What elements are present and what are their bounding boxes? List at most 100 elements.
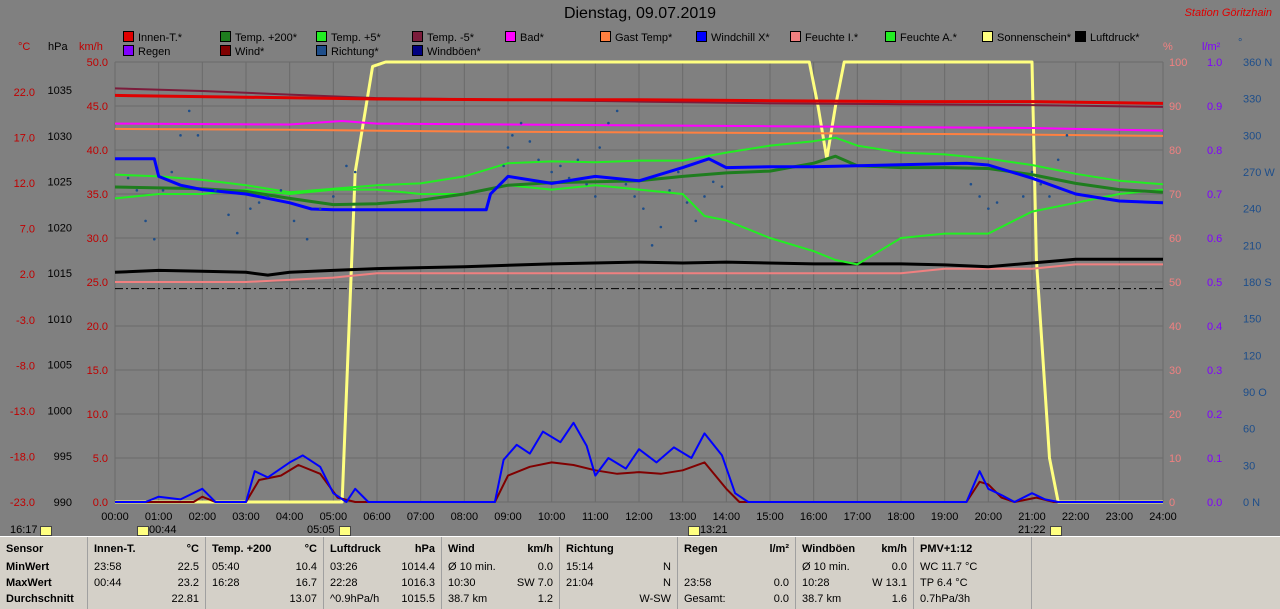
direction-point (214, 189, 217, 192)
temperature-tick: 12.0 (14, 178, 35, 190)
wind-tick: 0.0 (93, 497, 108, 509)
sun-icon (687, 526, 700, 536)
x-tick: 06:00 (363, 511, 391, 523)
legend-item[interactable]: Temp. +200* (220, 31, 297, 44)
sun-event-time: 16:17 (10, 524, 38, 536)
humidity-tick: 70 (1169, 189, 1181, 201)
temperature-tick: 2.0 (20, 269, 35, 281)
direction-tick: 210 (1243, 240, 1261, 252)
sun-icon (1050, 526, 1062, 536)
x-tick: 05:00 (320, 511, 348, 523)
direction-point (144, 219, 147, 223)
station-name: Station Göritzhain (1184, 7, 1272, 19)
legend-label: Windböen* (427, 46, 481, 58)
direction-point (345, 164, 348, 168)
temperature-tick: -18.0 (10, 451, 35, 463)
humidity-tick: 30 (1169, 365, 1181, 377)
direction-tick: 30 (1243, 460, 1255, 472)
legend-item[interactable]: Windchill X* (696, 31, 770, 44)
wind-tick: 45.0 (87, 101, 108, 113)
stats-row: 21:04 N (566, 577, 671, 589)
legend-item[interactable]: Luftdruck* (1075, 31, 1140, 44)
legend-label: Windchill X* (711, 32, 770, 44)
direction-point (576, 158, 580, 162)
x-tick: 21:00 (1018, 511, 1046, 523)
temperature-tick: 22.0 (14, 87, 35, 99)
direction-point (659, 225, 663, 229)
stats-row: 03:26 1014.4 (330, 561, 435, 573)
series-windchill-x (115, 157, 1164, 212)
pressure-tick: 1000 (48, 405, 72, 417)
direction-point (279, 189, 283, 192)
x-tick: 07:00 (407, 511, 435, 523)
rain-tick: 0.2 (1207, 409, 1222, 421)
legend-swatch (220, 45, 231, 56)
stats-row: 00:44 23.2 (94, 577, 199, 589)
stats-row: Durchschnitt (6, 593, 74, 605)
legend-item[interactable]: Regen (123, 45, 170, 58)
legend-item[interactable]: Wind* (220, 45, 264, 58)
series-temp-200 (114, 154, 1164, 207)
stats-header: Luftdruck hPa (330, 543, 435, 555)
rain-tick: 1.0 (1207, 57, 1222, 69)
stats-header: Regen l/m² (684, 543, 789, 555)
legend-label: Wind* (235, 46, 265, 58)
legend-item[interactable]: Gast Temp* (600, 31, 672, 44)
legend-item[interactable]: Sonnenschein* (982, 31, 1071, 44)
direction-tick: 0 N (1243, 497, 1260, 509)
direction-point (978, 195, 981, 198)
legend-item[interactable]: Innen-T.* (123, 31, 182, 44)
series-richtung (126, 109, 1069, 247)
legend-swatch (982, 31, 993, 42)
legend-item[interactable]: Temp. -5* (412, 31, 474, 44)
rain-tick: 0.3 (1207, 365, 1222, 377)
legend-swatch (316, 45, 327, 56)
stats-row: 10:30 SW 7.0 (448, 577, 553, 589)
legend-item[interactable]: Temp. +5* (316, 31, 381, 44)
direction-point (642, 207, 645, 210)
rain-tick: 0.1 (1207, 453, 1222, 465)
x-tick: 24:00 (1149, 511, 1177, 523)
humidity-tick: 100 (1169, 57, 1187, 69)
direction-point (353, 170, 357, 174)
stats-row: TP 6.4 °C (920, 577, 968, 589)
direction-tick: 120 (1243, 350, 1261, 362)
wind-tick: 30.0 (87, 233, 108, 245)
humidity-tick: 90 (1169, 101, 1181, 113)
direction-point (650, 244, 654, 247)
humidity-tick: 80 (1169, 145, 1181, 157)
direction-point (559, 164, 562, 168)
legend-swatch (790, 31, 801, 42)
legend-item[interactable]: Windböen* (412, 45, 481, 58)
direction-point (633, 195, 636, 198)
direction-point (615, 109, 619, 113)
legend-label: Gast Temp* (615, 32, 673, 44)
stats-row: 13.07 (289, 593, 317, 605)
sun-icon (137, 526, 150, 536)
pressure-tick: 1005 (48, 360, 72, 372)
stats-row: 38.7 km 1.2 (448, 593, 553, 605)
legend-swatch (505, 31, 516, 42)
direction-point (235, 231, 239, 235)
series-windb-en (115, 421, 1163, 503)
legend-item[interactable]: Bad* (505, 31, 544, 44)
legend-label: Temp. +5* (331, 32, 381, 44)
stats-row: 23:58 0.0 (684, 577, 789, 589)
sun-event-time: 21:22 (1018, 524, 1046, 536)
legend-item[interactable]: Richtung* (316, 45, 379, 58)
humidity-tick: 20 (1169, 409, 1181, 421)
series-innen-t (114, 93, 1164, 105)
series-temp-5 (114, 136, 1164, 194)
stats-row: MaxWert (6, 577, 52, 589)
temperature-tick: 17.0 (14, 133, 35, 145)
legend-swatch (412, 45, 423, 56)
legend-swatch (123, 45, 134, 56)
pressure-tick: 1020 (48, 222, 72, 234)
wind-tick: 40.0 (87, 145, 108, 157)
pressure-tick: 1035 (48, 85, 72, 97)
direction-tick: 270 W (1243, 167, 1275, 179)
series-gast-temp (114, 127, 1164, 137)
legend-item[interactable]: Feuchte A.* (885, 31, 957, 44)
direction-point (1048, 195, 1051, 198)
legend-item[interactable]: Feuchte I.* (790, 31, 858, 44)
